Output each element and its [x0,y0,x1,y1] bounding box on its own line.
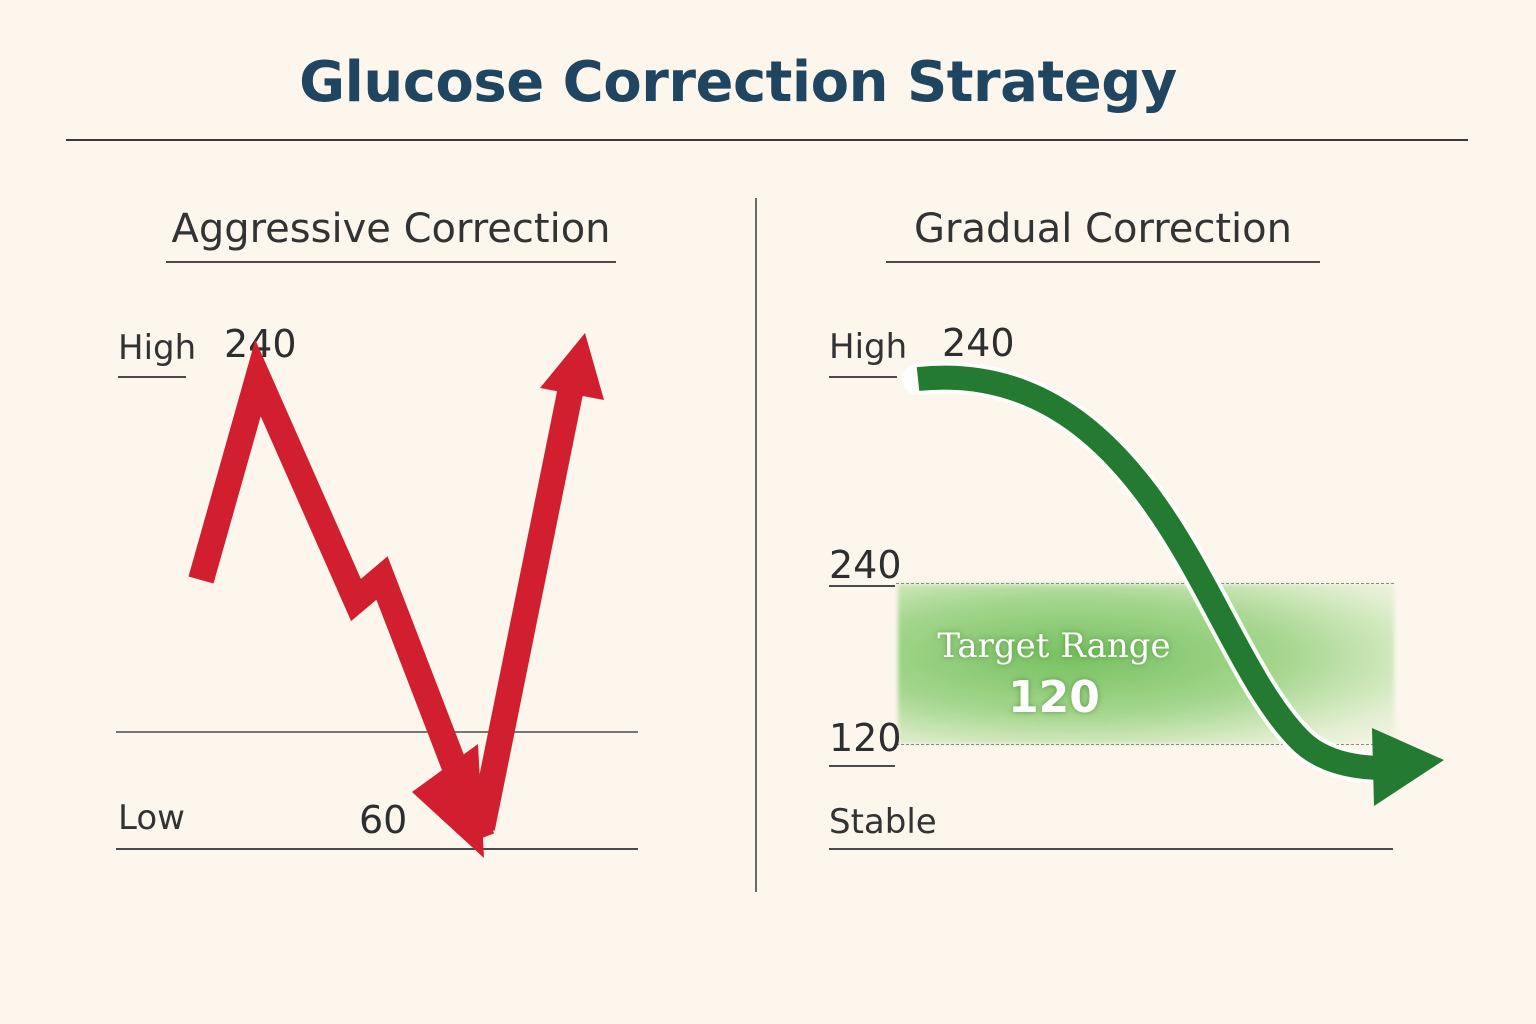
target-range-band [898,584,1394,744]
target-range-value: 120 [1008,672,1100,723]
stable-label: Stable [829,802,937,842]
gradual-heading-underline [886,261,1320,263]
left-low-label: Low [118,798,185,838]
right-high-underline [829,376,897,378]
panel-divider [755,198,757,892]
right-baseline [829,848,1393,850]
aggressive-heading-underline [166,261,616,263]
right-high-label: High [829,327,908,367]
target-range-top-line [896,583,1394,584]
left-high-label: High [118,328,197,368]
left-midline [116,731,638,733]
aggressive-correction-heading: Aggressive Correction [171,206,611,252]
target-range-bottom-line [896,744,1394,745]
gradual-correction-heading: Gradual Correction [914,206,1292,252]
target-range-label: Target Range [937,626,1171,666]
gradual-green-arrow [902,361,1444,806]
title-divider [66,139,1468,141]
page-title: Glucose Correction Strategy [299,50,1177,115]
range-top-underline [829,585,895,587]
range-bottom-value: 120 [829,716,902,760]
left-low-value: 60 [359,798,408,842]
aggressive-red-arrow [188,333,604,858]
right-high-value: 240 [942,321,1015,365]
range-bottom-underline [829,765,895,767]
range-top-value: 240 [829,543,902,587]
left-high-underline [118,376,186,378]
left-baseline [116,848,638,850]
